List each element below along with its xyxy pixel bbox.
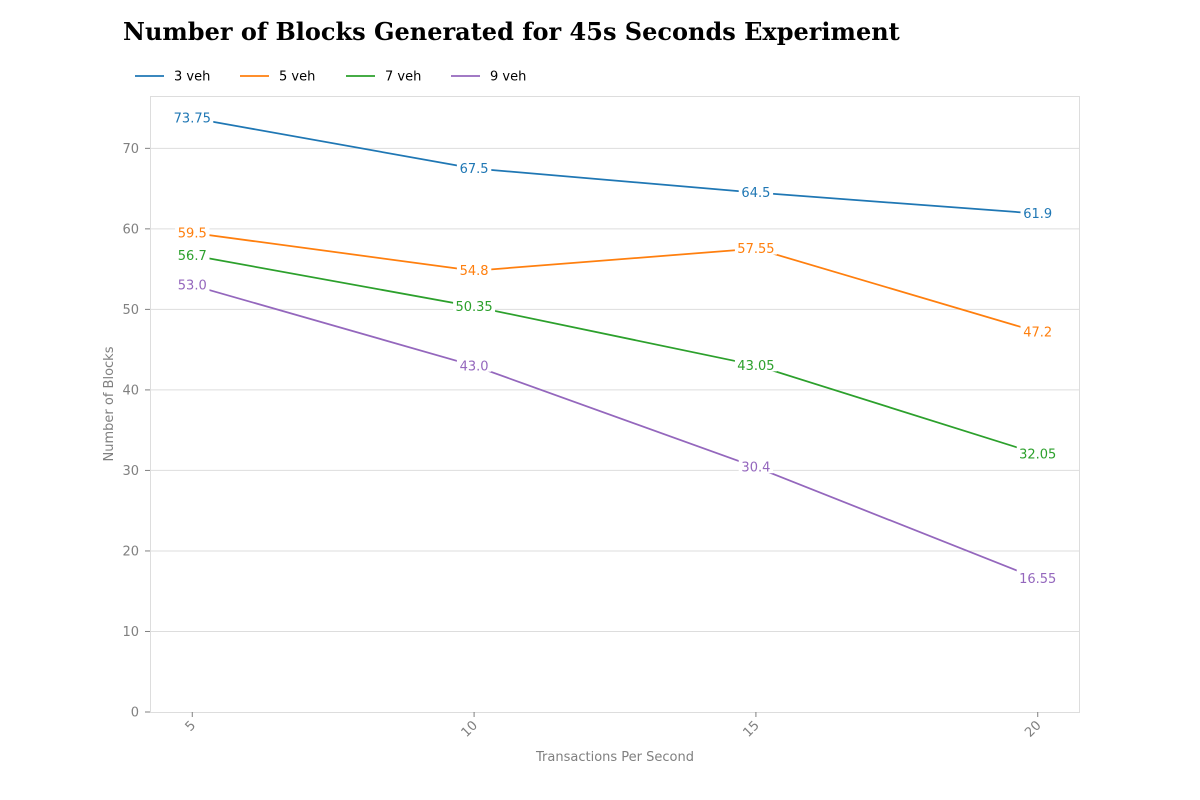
data-label: 73.75 [171,108,214,127]
data-label-bg [734,355,777,372]
x-tick-label: 15 [740,718,762,740]
x-axis: 5 10 15 20 [183,712,1045,741]
y-tick-label: 20 [122,544,139,559]
data-label-text: 73.75 [174,112,211,127]
data-label-bg [1020,321,1055,338]
legend-label: 7 veh [385,70,421,85]
data-label-text: 53.0 [178,279,207,294]
x-tick-label: 5 [183,718,199,734]
data-labels: 73.75 67.5 64.5 61.9 59.5 54.8 57.55 47.2 56.7 50… [171,108,1059,587]
data-label-bg [171,108,214,125]
data-label: 43.0 [456,355,492,374]
legend-label: 3 veh [174,70,210,85]
y-tick-label: 0 [131,706,139,721]
data-label-bg [734,238,777,255]
series-lines [192,117,1039,580]
series-line [192,232,1038,333]
x-tick-label: 10 [459,718,481,740]
data-label: 61.9 [1020,203,1055,222]
plot-frame [150,96,1080,713]
data-label: 59.5 [175,222,210,241]
x-axis-label: Transactions Per Second [535,750,694,765]
legend-label: 9 veh [490,70,526,85]
data-label-text: 59.5 [178,226,207,241]
data-label-bg [456,260,492,277]
data-label: 64.5 [738,182,774,201]
data-label-text: 47.2 [1023,325,1052,340]
legend-item: 9 veh [451,70,526,85]
data-label-bg [1020,203,1055,220]
data-label-text: 43.0 [460,359,489,374]
legend: 3 veh 5 veh 7 veh 9 veh [135,70,526,85]
data-label-text: 30.4 [741,461,770,476]
data-label-bg [738,182,774,199]
data-label: 56.7 [175,245,210,264]
data-label: 50.35 [453,296,496,315]
data-label: 43.05 [734,355,777,374]
y-axis-label: Number of Blocks [102,346,117,461]
data-label: 30.4 [738,457,774,476]
data-label: 54.8 [456,260,492,279]
series-line [192,254,1038,455]
data-label-text: 50.35 [455,300,492,315]
y-tick-label: 30 [122,464,139,479]
grid [150,147,1080,632]
series-line [192,117,1038,215]
data-label: 47.2 [1020,321,1055,340]
legend-item: 3 veh [135,70,210,85]
legend-item: 7 veh [346,70,421,85]
data-label-bg [453,296,496,313]
y-tick-label: 50 [122,303,139,318]
data-label: 57.55 [734,238,777,257]
data-label-text: 57.55 [737,242,774,257]
data-label-bg [456,158,492,175]
data-label-text: 54.8 [460,264,489,279]
data-label-bg [1016,443,1059,460]
data-label-bg [456,355,492,372]
data-label-text: 16.55 [1019,572,1056,587]
data-label-text: 67.5 [460,162,489,177]
data-label-text: 61.9 [1023,207,1052,222]
legend-label: 5 veh [279,70,315,85]
data-label-text: 43.05 [737,359,774,374]
data-label: 16.55 [1016,568,1059,587]
y-axis: 0 10 20 30 40 50 60 70 [122,142,150,721]
y-tick-label: 40 [122,383,139,398]
data-label-text: 64.5 [741,186,770,201]
data-label-bg [1016,568,1059,585]
data-label: 32.05 [1016,443,1059,462]
data-label-bg [175,222,210,239]
series-line [192,284,1039,580]
chart-title: Number of Blocks Generated for 45s Secon… [123,17,900,46]
y-tick-label: 60 [122,222,139,237]
x-tick-label: 20 [1022,718,1044,740]
data-label-bg [738,457,774,474]
data-label-bg [175,275,210,292]
data-label-text: 32.05 [1019,447,1056,462]
y-tick-label: 10 [122,625,139,640]
y-tick-label: 70 [122,142,139,157]
data-label-bg [175,245,210,262]
data-label: 53.0 [175,275,210,294]
data-label-text: 56.7 [178,249,207,264]
legend-item: 5 veh [240,70,315,85]
data-label: 67.5 [456,158,492,177]
